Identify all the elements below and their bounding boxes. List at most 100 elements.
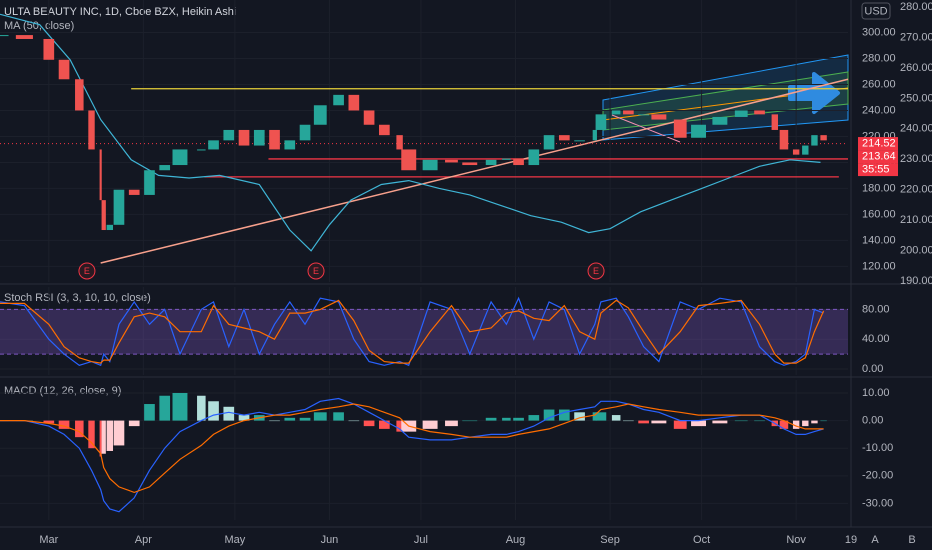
currency-box[interactable] bbox=[861, 2, 891, 20]
candle bbox=[238, 129, 250, 146]
candle bbox=[528, 149, 540, 166]
price-tag bbox=[858, 137, 898, 151]
histogram-bar bbox=[445, 420, 458, 427]
stoch-band bbox=[0, 309, 848, 355]
candle bbox=[754, 110, 765, 115]
candle bbox=[101, 200, 106, 231]
candle bbox=[43, 38, 55, 60]
candle bbox=[197, 149, 206, 151]
histogram-bar bbox=[422, 420, 438, 429]
y-tick-label: 40.00 bbox=[862, 333, 890, 345]
histogram-bar bbox=[223, 406, 235, 421]
y2-tick-label: 210.00 bbox=[900, 214, 932, 226]
x-tick-label: Mar bbox=[39, 534, 58, 546]
histogram-bar bbox=[623, 420, 634, 422]
x-tick-label: Oct bbox=[693, 534, 710, 546]
candle bbox=[348, 94, 360, 111]
auto-button[interactable]: A bbox=[871, 534, 879, 546]
candle bbox=[558, 135, 570, 141]
histogram-bar bbox=[88, 420, 95, 449]
candle bbox=[58, 59, 70, 80]
histogram-bar bbox=[238, 415, 250, 421]
histogram-bar bbox=[638, 420, 649, 424]
earnings-label: E bbox=[593, 266, 599, 276]
histogram-bar bbox=[269, 420, 280, 422]
candle bbox=[172, 149, 188, 166]
earnings-marker bbox=[587, 262, 605, 280]
candle bbox=[269, 129, 280, 150]
histogram-bar bbox=[673, 420, 687, 429]
candle bbox=[734, 110, 748, 117]
candle bbox=[623, 110, 634, 115]
candle bbox=[513, 158, 524, 166]
histogram-bar bbox=[144, 404, 155, 421]
y-tick-label: 80.00 bbox=[862, 303, 890, 315]
histogram-bar bbox=[348, 420, 360, 422]
y2-tick-label: 230.00 bbox=[900, 153, 932, 165]
candle bbox=[88, 110, 95, 150]
candle bbox=[363, 110, 375, 125]
stoch-line bbox=[0, 299, 825, 364]
y2-tick-label: 240.00 bbox=[900, 123, 932, 135]
y-tick-label: 10.00 bbox=[862, 387, 890, 399]
ma-legend: MA (50, close) bbox=[4, 20, 74, 32]
candle bbox=[15, 35, 33, 39]
candle bbox=[502, 158, 511, 160]
candle bbox=[771, 114, 778, 130]
earnings-marker bbox=[78, 262, 96, 280]
histogram-bar bbox=[462, 420, 478, 422]
moving-average bbox=[0, 13, 821, 252]
chart-title: ULTA BEAUTY INC, 1D, Cboe BZX, Heikin As… bbox=[4, 6, 236, 18]
candle bbox=[208, 140, 219, 150]
histogram-bar bbox=[58, 420, 70, 429]
y-tick-label: 280.00 bbox=[862, 52, 896, 64]
y2-tick-label: 280.00 bbox=[900, 1, 932, 13]
histogram-bar bbox=[396, 420, 403, 432]
candle bbox=[144, 170, 155, 195]
histogram-bar bbox=[43, 420, 55, 424]
y2-tick-label: 270.00 bbox=[900, 31, 932, 43]
log-button[interactable]: B bbox=[908, 534, 915, 546]
histogram-bar bbox=[811, 420, 818, 424]
earnings-label: E bbox=[313, 266, 319, 276]
histogram-bar bbox=[113, 420, 125, 446]
histogram-bar bbox=[802, 420, 809, 427]
histogram-bar bbox=[99, 420, 102, 457]
histogram-bar bbox=[651, 420, 667, 424]
y-tick-label: 0.00 bbox=[862, 414, 883, 426]
candle bbox=[379, 124, 390, 136]
earnings-marker bbox=[307, 262, 325, 280]
histogram-bar bbox=[299, 417, 311, 421]
candle bbox=[792, 149, 800, 155]
price-tag-label: 214.52 bbox=[862, 137, 896, 149]
candle bbox=[159, 165, 171, 171]
histogram-bar bbox=[558, 409, 570, 421]
y-tick-label: 140.00 bbox=[862, 234, 896, 246]
stoch-legend: Stoch RSI (3, 3, 10, 10, close) bbox=[4, 292, 151, 304]
histogram-bar bbox=[528, 415, 540, 421]
y-tick-label: 240.00 bbox=[862, 104, 896, 116]
candle bbox=[673, 119, 687, 138]
y2-tick-label: 200.00 bbox=[900, 245, 932, 257]
x-tick-label: May bbox=[224, 534, 245, 546]
y-tick-label: -20.00 bbox=[862, 470, 893, 482]
currency[interactable]: USD bbox=[864, 5, 887, 17]
histogram-bar bbox=[197, 395, 206, 421]
candle bbox=[592, 129, 597, 141]
y-tick-label: 260.00 bbox=[862, 78, 896, 90]
histogram-bar bbox=[574, 412, 585, 421]
histogram-bar bbox=[792, 420, 800, 429]
y2-tick-label: 220.00 bbox=[900, 184, 932, 196]
histogram-bar bbox=[691, 420, 707, 427]
histogram-bar bbox=[159, 395, 171, 421]
histogram-bar bbox=[734, 420, 748, 422]
candle bbox=[802, 145, 809, 155]
candle bbox=[574, 140, 585, 142]
countdown: 35:55 bbox=[862, 163, 890, 175]
histogram-bar bbox=[128, 420, 140, 427]
histogram-bar bbox=[592, 412, 597, 421]
x-tick-label: Aug bbox=[506, 534, 526, 546]
candle bbox=[401, 149, 417, 171]
